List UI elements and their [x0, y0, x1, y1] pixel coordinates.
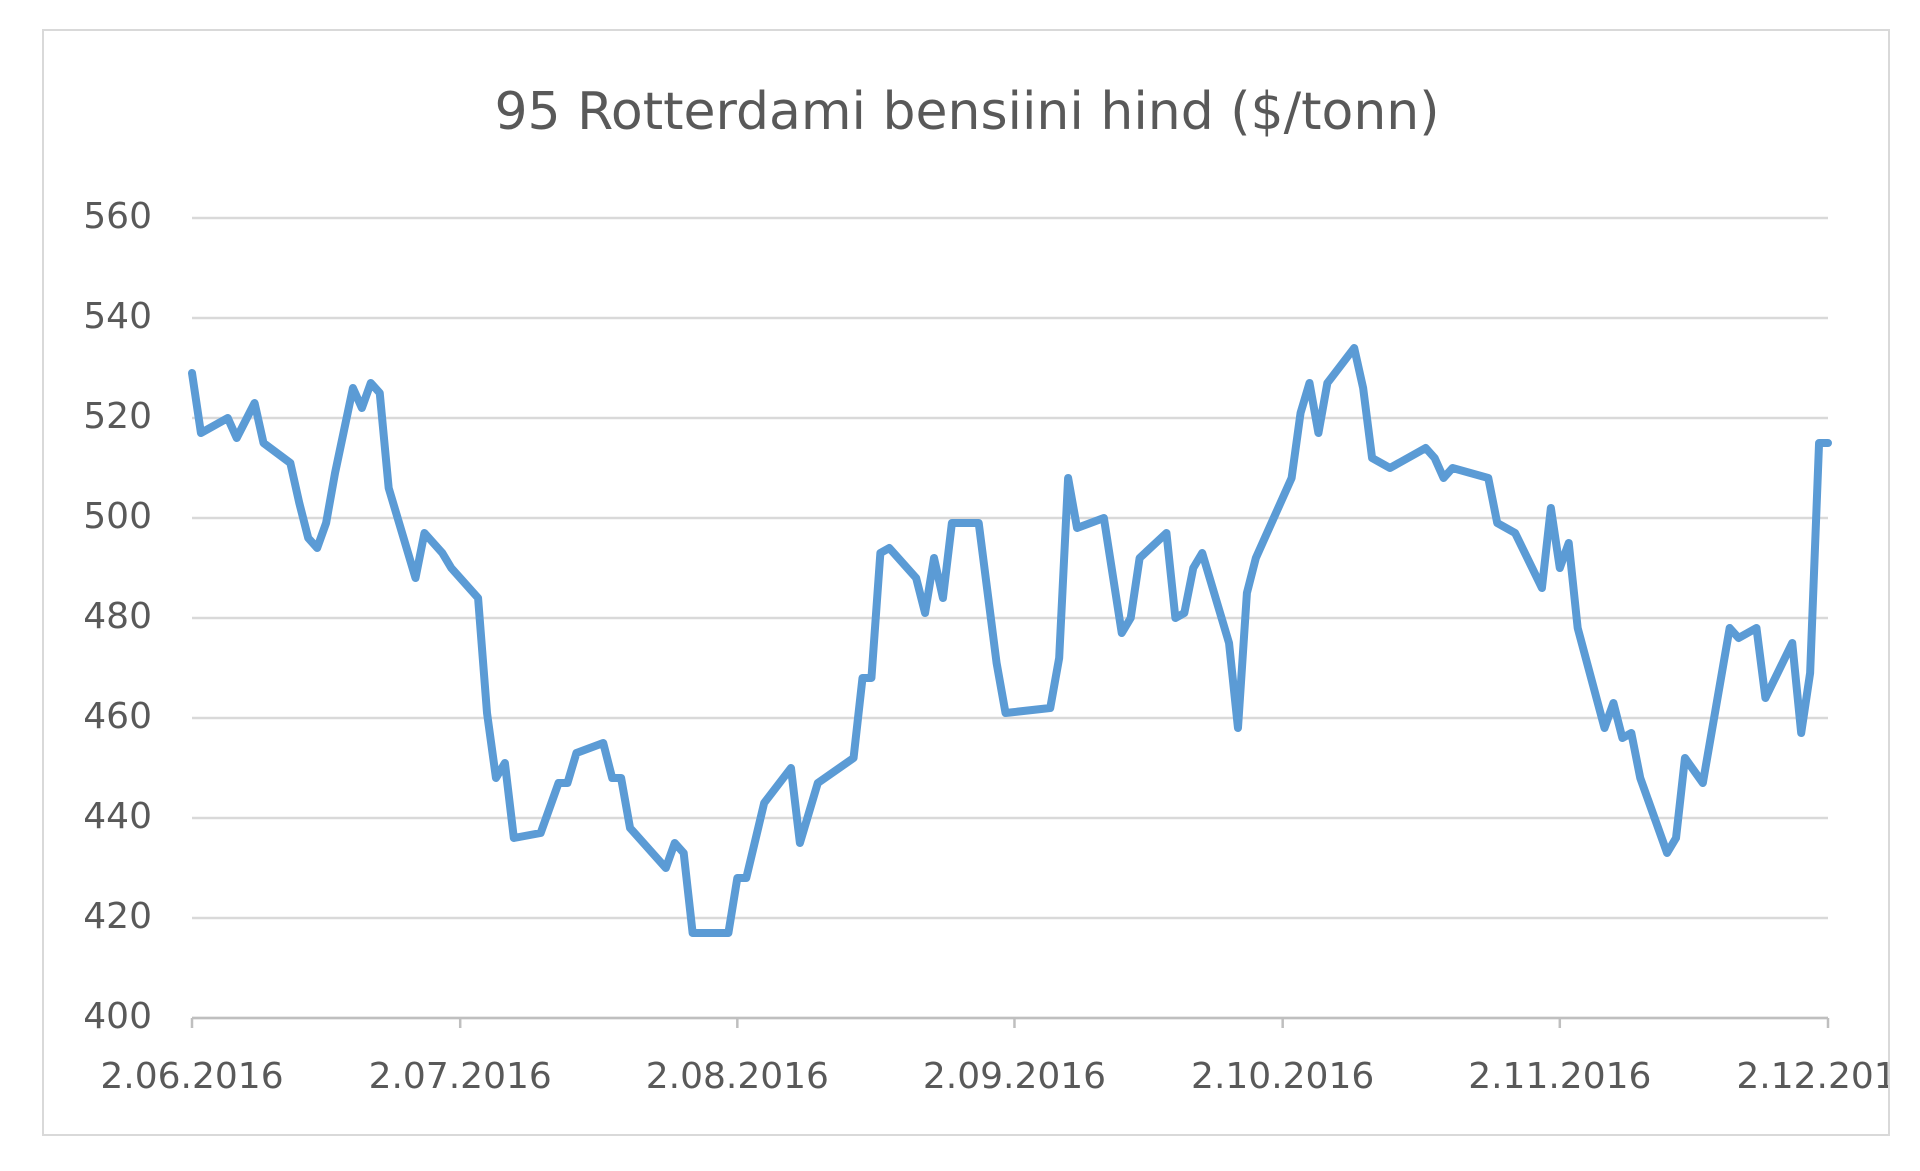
line-series	[188, 344, 1832, 937]
chart: 95 Rotterdami bensiini hind ($/tonn) 400…	[83, 82, 1890, 1097]
x-tick-label: 2.07.2016	[369, 1056, 552, 1097]
y-tick-label: 400	[83, 996, 152, 1037]
x-tick-label: 2.06.2016	[100, 1056, 283, 1097]
x-tick-label: 2.10.2016	[1191, 1056, 1374, 1097]
chart-title: 95 Rotterdami bensiini hind ($/tonn)	[494, 82, 1439, 142]
x-tick-label: 2.09.2016	[923, 1056, 1106, 1097]
x-tick-label: 2.08.2016	[646, 1056, 829, 1097]
x-tick-label: 2.11.2016	[1468, 1056, 1651, 1097]
y-tick-label: 520	[83, 396, 152, 437]
y-tick-label: 480	[83, 596, 152, 637]
y-tick-label: 420	[83, 896, 152, 937]
y-tick-label: 540	[83, 296, 152, 337]
y-tick-label: 560	[83, 196, 152, 237]
y-tick-label: 440	[83, 796, 152, 837]
y-tick-label: 460	[83, 696, 152, 737]
chart-frame: 95 Rotterdami bensiini hind ($/tonn) 400…	[42, 29, 1890, 1136]
y-tick-label: 500	[83, 496, 152, 537]
x-tick-label: 2.12.2016	[1736, 1056, 1890, 1097]
